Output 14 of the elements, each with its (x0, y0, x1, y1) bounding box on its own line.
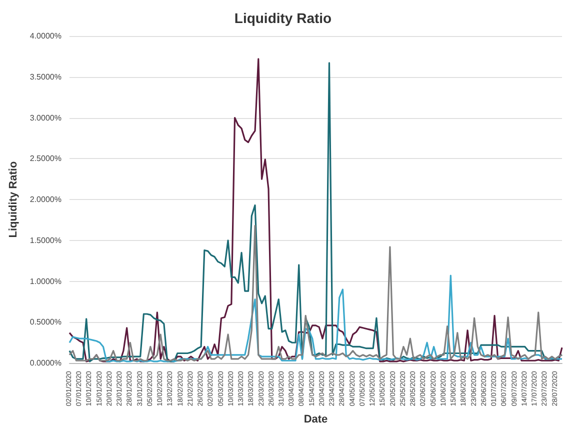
y-axis-title: Liquidity Ratio (8, 161, 20, 238)
y-tick-label: 2.0000% (30, 195, 62, 204)
y-tick-label: 2.5000% (30, 154, 62, 164)
line-series (68, 224, 563, 362)
y-tick-label: 0.5000% (30, 318, 62, 327)
y-tick-label: 1.0000% (30, 276, 62, 286)
y-tick-label: 4.0000% (30, 32, 62, 40)
chart-title: Liquidity Ratio (234, 10, 332, 26)
x-axis-title: Date (304, 414, 328, 426)
y-tick-label: 1.5000% (30, 236, 62, 245)
y-tick-label: 3.5000% (30, 72, 62, 82)
line-series (68, 274, 563, 362)
y-tick-label: 0.0000% (30, 358, 62, 368)
y-tick-label: 3.0000% (30, 113, 62, 122)
